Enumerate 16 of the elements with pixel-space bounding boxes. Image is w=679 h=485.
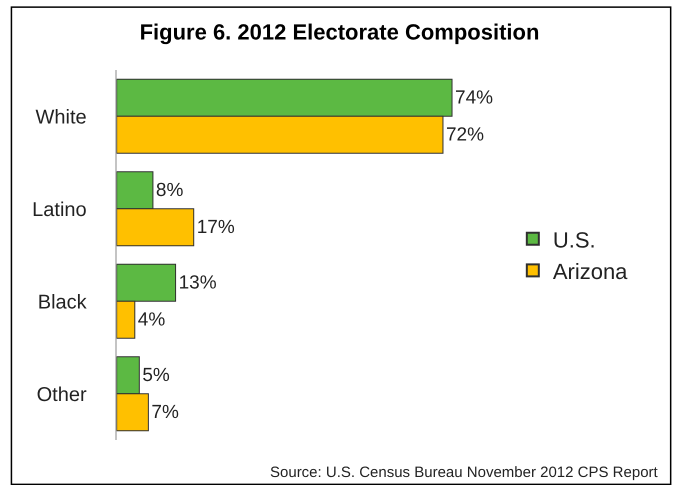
data-label: 5% xyxy=(142,364,170,386)
y-tick-label: Other xyxy=(36,384,87,406)
y-tick-label: Latino xyxy=(32,198,87,221)
data-label: 17% xyxy=(196,216,235,238)
y-tick-label: Black xyxy=(38,291,88,314)
data-label: 4% xyxy=(138,309,166,330)
data-label: 74% xyxy=(455,87,494,108)
source-note: Source: U.S. Census Bureau November 2012 CPS Report xyxy=(270,464,659,481)
legend-label: U.S. xyxy=(552,227,596,252)
legend-label: Arizona xyxy=(552,258,628,284)
data-label: 8% xyxy=(156,180,184,201)
y-tick-label: White xyxy=(36,106,87,128)
chart-title: Figure 6. 2012 Electorate Composition xyxy=(140,20,540,45)
data-label: 72% xyxy=(446,124,484,146)
data-label: 7% xyxy=(151,402,179,423)
data-label: 13% xyxy=(178,272,217,294)
